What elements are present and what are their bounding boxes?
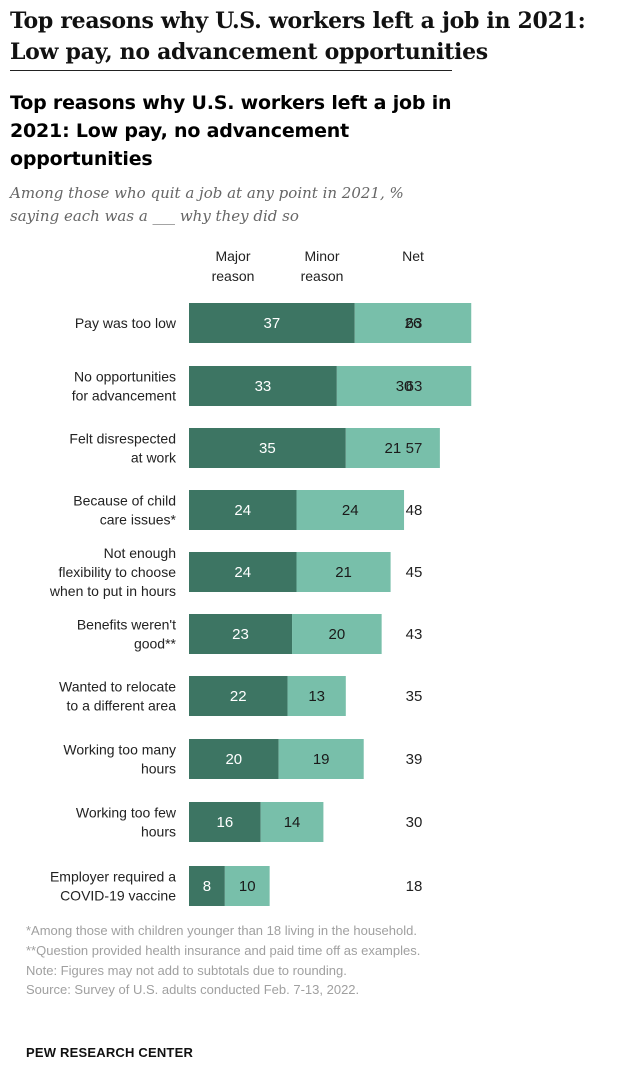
bar-major-value: 8 [203, 878, 211, 895]
net-value: 39 [406, 751, 423, 768]
chart-title: Top reasons why U.S. workers left a job … [10, 92, 452, 170]
bar-minor-value: 24 [342, 502, 359, 519]
bar-major-value: 22 [230, 688, 247, 705]
bar-minor-reason [278, 739, 364, 779]
footnotes: *Among those with children younger than … [26, 921, 426, 999]
category-label: Working too few hours [76, 805, 177, 840]
category-label: Felt disrespected at work [69, 431, 177, 466]
bar-major-value: 37 [264, 315, 281, 332]
bar-major-reason [189, 490, 297, 530]
net-value: 48 [406, 502, 423, 519]
bar-major-value: 33 [255, 378, 272, 395]
category-label: Because of child care issues* [73, 493, 176, 528]
net-value: 43 [406, 626, 423, 643]
bar-minor-reason [292, 614, 382, 654]
bar-minor-reason [260, 802, 324, 842]
bar-minor-value: 21 [384, 440, 401, 457]
footnote-note: Note: Figures may not add to subtotals d… [26, 963, 347, 978]
header-net: Net [402, 248, 424, 264]
bar-major-reason [189, 676, 288, 716]
category-label: No opportunities for advancement [72, 369, 176, 404]
brand-logo-text: PEW RESEARCH CENTER [26, 1045, 194, 1060]
bar-minor-value: 13 [308, 688, 325, 705]
net-value: 30 [406, 814, 423, 831]
bar-major-reason [189, 366, 337, 406]
bar-major-value: 23 [232, 626, 249, 643]
chart-subtitle: Among those who quit a job at any point … [10, 184, 404, 225]
bar-minor-value: 21 [335, 564, 352, 581]
page-heading: Top reasons why U.S. workers left a job … [10, 8, 586, 65]
net-value: 63 [406, 315, 423, 332]
bar-minor-reason [296, 490, 405, 530]
footnote-benefits: **Question provided health insurance and… [26, 943, 421, 958]
category-label: Benefits weren't good** [77, 617, 177, 652]
bar-minor-reason [224, 866, 270, 906]
bar-major-value: 16 [216, 814, 233, 831]
net-value: 45 [406, 564, 423, 581]
bar-major-reason [189, 866, 225, 906]
net-value: 57 [406, 440, 423, 457]
category-label: Not enough flexibility to choose when to p… [49, 545, 176, 599]
header-major-reason: Major reason [212, 248, 255, 284]
bar-major-reason [189, 614, 293, 654]
bar-major-reason [189, 428, 346, 468]
bar-minor-reason [296, 552, 391, 592]
header-minor-reason: Minor reason [301, 248, 344, 284]
bar-minor-value: 26 [405, 315, 422, 332]
category-label: Employer required a COVID-19 vaccine [50, 869, 176, 904]
bar-major-reason [189, 303, 355, 343]
bar-minor-value: 14 [284, 814, 301, 831]
category-label: Pay was too low [75, 315, 177, 331]
bar-minor-reason [336, 366, 472, 406]
bar-minor-value: 30 [396, 378, 413, 395]
footnote-source: Source: Survey of U.S. adults conducted … [26, 982, 360, 997]
bar-minor-reason [345, 428, 440, 468]
bar-minor-value: 20 [328, 626, 345, 643]
net-value: 18 [406, 878, 423, 895]
category-label: Wanted to relocate to a different area [59, 679, 176, 714]
bar-major-value: 20 [225, 751, 242, 768]
net-value: 35 [406, 688, 423, 705]
bar-major-value: 24 [234, 502, 251, 519]
footnote-child-care: *Among those with children younger than … [26, 923, 417, 938]
bar-minor-value: 10 [239, 878, 256, 895]
bar-major-reason [189, 552, 297, 592]
bar-minor-reason [287, 676, 346, 716]
category-label: Working too many hours [63, 742, 176, 777]
bar-major-reason [189, 739, 279, 779]
bar-major-reason [189, 802, 261, 842]
net-value: 63 [406, 378, 423, 395]
bar-major-value: 35 [259, 440, 276, 457]
bar-minor-value: 19 [313, 751, 330, 768]
bar-major-value: 24 [234, 564, 251, 581]
bar-minor-reason [354, 303, 472, 343]
heading-divider [10, 70, 452, 71]
